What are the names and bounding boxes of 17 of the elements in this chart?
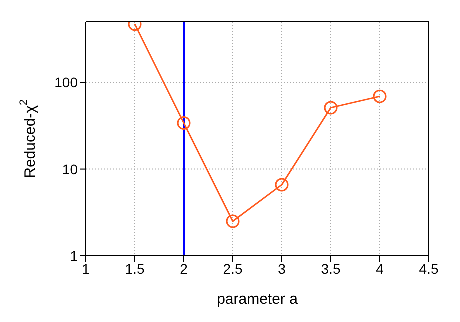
point — [324, 101, 338, 115]
x-tick-label: 3.5 — [321, 260, 341, 277]
y-tick-label: 100 — [54, 74, 78, 91]
x-tick-label: 1 — [82, 260, 90, 277]
x-tick-label: 1.5 — [125, 260, 145, 277]
y-tick-label: 10 — [62, 161, 78, 178]
point — [373, 90, 387, 104]
x-tick-label: 4 — [376, 260, 384, 277]
point — [226, 214, 240, 228]
x-tick-label: 3 — [278, 260, 286, 277]
point — [275, 178, 289, 192]
x-tick-label: 4.5 — [419, 260, 439, 277]
point — [177, 116, 191, 130]
y-tick-label: 1 — [70, 248, 78, 264]
x-tick-label: 2.5 — [223, 260, 243, 277]
x-axis-title: parameter a — [217, 291, 299, 308]
x-tick-label: 2 — [180, 260, 188, 277]
